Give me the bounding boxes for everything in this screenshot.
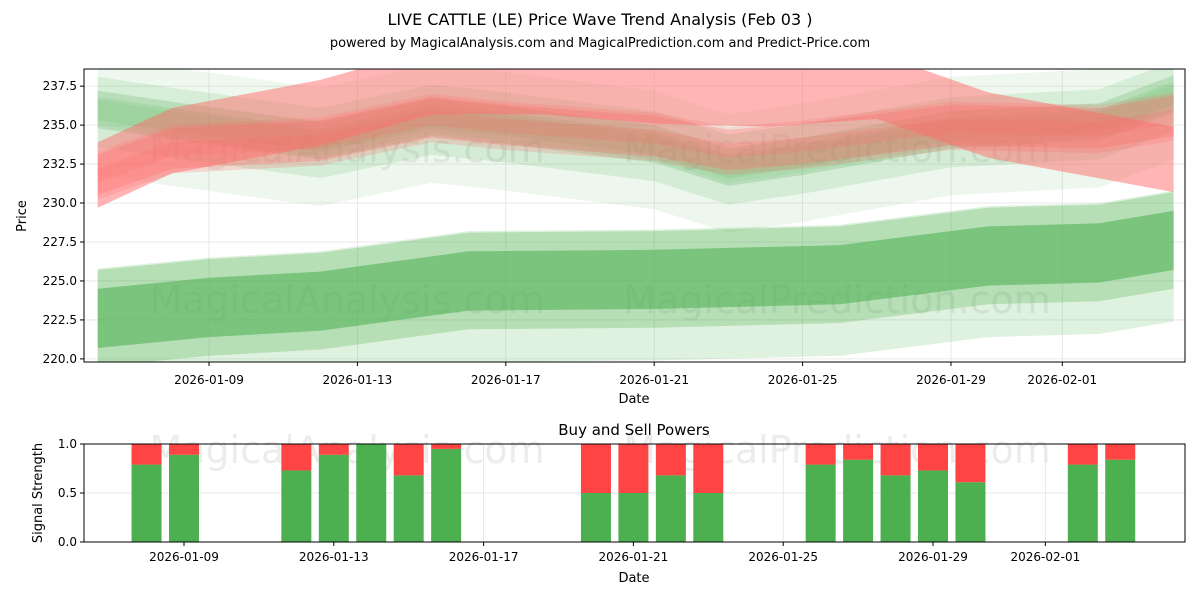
sell-bar [655, 444, 686, 476]
wave-band [97, 81, 1174, 205]
sell-bar [918, 444, 948, 471]
buy-bar [1105, 459, 1136, 542]
price-x-ticks: 2026-01-09 2026-01-13 2026-01-17 2026-01-21… [174, 362, 1097, 387]
wave-band [97, 192, 1174, 362]
sell-bar [281, 444, 312, 471]
x-tick-label: 2026-01-09 [174, 373, 244, 387]
sell-bar [393, 444, 424, 476]
sell-bar [318, 444, 349, 455]
sell-bar [618, 444, 649, 493]
x-tick-label: 2026-01-25 [748, 550, 818, 564]
x-tick-label: 2026-01-17 [449, 550, 519, 564]
signal-x-ticks: 2026-01-09 2026-01-13 2026-01-17 2026-01-21… [149, 542, 1080, 564]
signal-title: Buy and Sell Powers [558, 421, 710, 439]
x-tick-label: 2026-01-21 [619, 373, 689, 387]
buy-bar [393, 475, 424, 542]
buy-bar [618, 493, 649, 542]
buy-bar [356, 444, 387, 542]
price-y-ticks: 220.0 222.5 225.0 227.5 230.0 232.5 235.0 237.5 [43, 79, 84, 366]
wave-band [97, 190, 1174, 362]
x-tick-label: 2026-02-01 [1027, 373, 1097, 387]
buy-bar [580, 493, 611, 542]
buy-bar [131, 464, 162, 542]
y-tick-label: 222.5 [43, 313, 77, 327]
watermark-prediction: MagicalPrediction.com [623, 428, 1051, 472]
wave-band [97, 69, 1174, 208]
y-tick-label: 225.0 [43, 274, 77, 288]
sell-bar [580, 444, 611, 493]
buy-bar [843, 459, 874, 542]
wave-band [97, 210, 1174, 348]
sell-bar [131, 444, 162, 465]
signal-y-ticks: 0.0 0.5 1.0 [58, 437, 84, 549]
signal-panel: Buy and Sell Powers MagicalAnalysis.com … [31, 421, 1186, 586]
x-tick-label: 2026-01-29 [898, 550, 968, 564]
buy-bar [918, 470, 948, 542]
wave-band [97, 69, 1174, 179]
x-tick-label: 2026-01-25 [768, 373, 838, 387]
buy-bar [281, 470, 312, 542]
sell-bar [169, 444, 199, 455]
y-tick-label: 0.5 [58, 486, 77, 500]
buy-bar [805, 464, 836, 542]
sell-bar [805, 444, 836, 465]
buy-bar [880, 475, 911, 542]
buy-bar [655, 475, 686, 542]
y-tick-label: 227.5 [43, 235, 77, 249]
signal-bars [131, 444, 1136, 542]
y-tick-label: 220.0 [43, 352, 77, 366]
y-tick-label: 232.5 [43, 157, 77, 171]
chart-title: LIVE CATTLE (LE) Price Wave Trend Analys… [388, 10, 813, 29]
x-tick-label: 2026-02-01 [1010, 550, 1080, 564]
x-tick-label: 2026-01-13 [299, 550, 369, 564]
buy-bar [693, 493, 724, 542]
sell-bar [955, 444, 986, 483]
buy-bar [955, 482, 986, 542]
wave-band [97, 75, 1174, 186]
buy-bar [1067, 464, 1098, 542]
buy-bar [318, 454, 349, 542]
y-tick-label: 1.0 [58, 437, 77, 451]
y-tick-label: 230.0 [43, 196, 77, 210]
x-tick-label: 2026-01-21 [599, 550, 669, 564]
y-tick-label: 0.0 [58, 535, 77, 549]
buy-bar [431, 448, 462, 542]
y-tick-label: 237.5 [43, 79, 77, 93]
y-tick-label: 235.0 [43, 118, 77, 132]
sell-bar [880, 444, 911, 476]
chart-subtitle: powered by MagicalAnalysis.com and Magic… [330, 36, 870, 51]
price-y-axis-label: Price [15, 200, 30, 232]
sell-bar [1067, 444, 1098, 465]
sell-bar [431, 444, 462, 449]
signal-y-axis-label: Signal Strength [31, 443, 46, 543]
buy-bar [169, 454, 199, 542]
x-tick-label: 2026-01-17 [471, 373, 541, 387]
sell-bar [693, 444, 724, 493]
price-panel: MagicalAnalysis.com MagicalPrediction.co… [15, 68, 1186, 407]
signal-x-axis-label: Date [618, 571, 649, 586]
x-tick-label: 2026-01-09 [149, 550, 219, 564]
x-tick-label: 2026-01-29 [916, 373, 986, 387]
price-plot-frame [83, 68, 1186, 363]
price-bands [97, 69, 1174, 362]
price-x-axis-label: Date [618, 392, 649, 407]
sell-bar [843, 444, 874, 460]
x-tick-label: 2026-01-13 [323, 373, 393, 387]
sell-bar [1105, 444, 1136, 460]
